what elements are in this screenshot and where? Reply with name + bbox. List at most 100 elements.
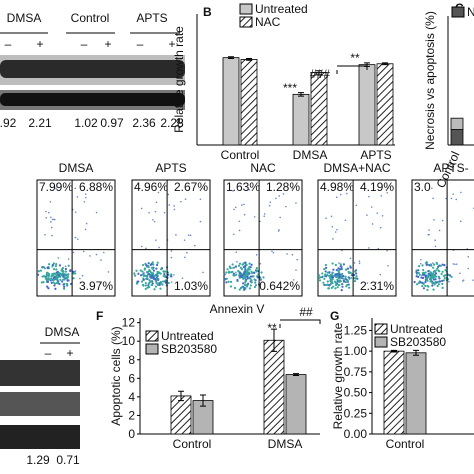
dot — [335, 268, 338, 272]
dot — [241, 268, 244, 271]
dot — [347, 271, 351, 274]
dot — [232, 233, 235, 236]
dot — [233, 286, 237, 290]
legend-swatch — [145, 330, 159, 342]
dot — [248, 265, 251, 268]
dot — [328, 274, 331, 277]
dot — [141, 245, 143, 248]
dot — [151, 274, 154, 277]
dot — [250, 263, 253, 266]
quad-ul: 3.0 — [414, 180, 431, 194]
annotation: ** — [267, 321, 277, 335]
bar — [405, 352, 427, 435]
dot — [254, 281, 257, 284]
dot — [420, 276, 423, 279]
quad-ur: 4.19% — [360, 180, 394, 194]
dot — [238, 220, 241, 223]
bar — [292, 93, 310, 146]
dot — [371, 223, 374, 225]
dot — [452, 193, 454, 196]
dot — [148, 279, 151, 282]
dot — [346, 267, 350, 270]
dot — [54, 287, 57, 290]
error-bar — [271, 328, 277, 352]
dot — [243, 213, 246, 216]
dot — [89, 255, 91, 257]
dot — [243, 276, 246, 279]
dot — [202, 271, 204, 274]
dot — [135, 269, 138, 272]
dot — [46, 280, 50, 283]
blot-sign: – — [5, 37, 12, 51]
error-bar — [246, 58, 252, 61]
dot — [349, 266, 352, 269]
dot — [438, 277, 441, 280]
bracket — [279, 319, 321, 328]
dot — [244, 268, 247, 271]
dot — [342, 274, 345, 278]
dot — [321, 272, 324, 275]
error-bar — [298, 92, 304, 97]
dot — [69, 269, 72, 273]
dot — [421, 281, 424, 284]
dot — [139, 274, 143, 277]
dot — [441, 270, 444, 273]
dot — [186, 251, 188, 254]
dot — [366, 214, 368, 216]
dot — [173, 208, 176, 211]
bar — [263, 339, 285, 435]
dot — [255, 254, 258, 256]
dot — [55, 268, 58, 271]
dot — [368, 247, 370, 249]
blot-number: 2.28 — [160, 116, 184, 130]
flow-dots — [317, 187, 389, 292]
dot — [282, 193, 285, 195]
dot — [232, 190, 234, 192]
dot — [336, 278, 339, 281]
dot — [438, 270, 441, 273]
panel-letter: F — [96, 309, 103, 323]
dot — [147, 272, 151, 276]
flow-box — [411, 179, 474, 297]
quad-ur: 6.88% — [79, 180, 113, 194]
x-tick-label: APTS — [360, 148, 391, 162]
dot — [167, 281, 170, 285]
dot — [147, 270, 150, 273]
dot — [85, 222, 88, 225]
dot — [415, 271, 418, 274]
dot — [438, 280, 441, 283]
bracket — [336, 65, 368, 74]
dot — [133, 272, 136, 275]
dot — [434, 275, 437, 278]
dot — [51, 274, 54, 277]
dot — [386, 187, 389, 189]
dot — [348, 277, 351, 280]
dot — [62, 283, 65, 286]
dot — [438, 229, 441, 232]
bar — [383, 350, 405, 435]
quad-lr: 2.31% — [360, 279, 394, 293]
error-bar — [382, 62, 388, 66]
dot — [295, 202, 297, 204]
dot — [135, 282, 139, 285]
dot — [45, 216, 48, 219]
dot — [318, 279, 322, 282]
dot — [74, 211, 77, 213]
dot — [455, 263, 458, 265]
dot — [421, 274, 423, 277]
dot — [437, 283, 440, 286]
dot — [422, 273, 425, 276]
dot — [271, 250, 273, 253]
dot — [231, 263, 234, 266]
dot — [427, 272, 430, 276]
dot — [253, 216, 256, 218]
annotation: ** — [350, 51, 360, 65]
dot — [240, 274, 243, 277]
dot — [421, 284, 424, 288]
dot — [248, 262, 251, 265]
dot — [154, 210, 157, 213]
blot-group: DMSA — [45, 325, 80, 339]
dot — [145, 247, 147, 250]
dot — [199, 220, 202, 223]
